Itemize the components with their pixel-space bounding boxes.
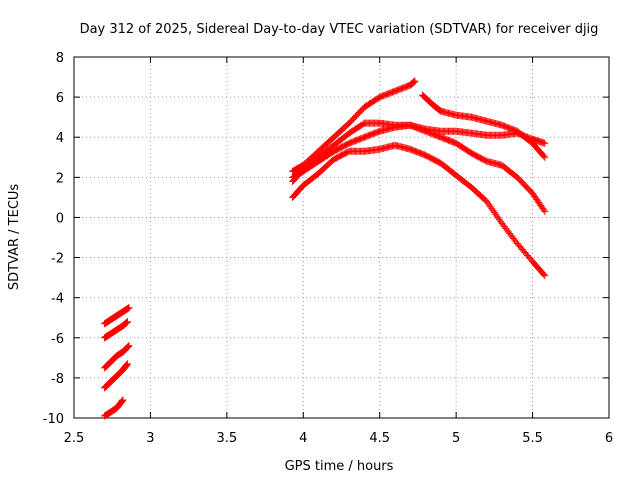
data-points — [101, 77, 549, 420]
x-tick-label: 3.5 — [217, 431, 238, 446]
x-tick-labels: 2.5 3 3.5 4 4.5 5 5.5 6 — [64, 431, 613, 446]
data-point — [125, 342, 133, 350]
x-tick-label: 3 — [146, 431, 154, 446]
x-tick-label: 6 — [605, 431, 613, 446]
data-point — [119, 396, 127, 404]
x-tick-label: 2.5 — [64, 431, 85, 446]
data-point — [124, 318, 131, 326]
series-arc-low — [289, 141, 549, 280]
y-tick-label: -10 — [43, 412, 64, 427]
y-axis-label: SDTVAR / TECUs — [7, 184, 22, 291]
x-tick-label: 4 — [299, 431, 307, 446]
data-point — [541, 207, 549, 215]
data-point — [124, 343, 132, 351]
data-point — [540, 206, 548, 214]
y-tick-label: -4 — [51, 292, 64, 307]
data-point — [125, 342, 133, 350]
data-point — [540, 270, 548, 278]
data-point — [411, 77, 419, 85]
series-early-1 — [101, 304, 133, 328]
data-point — [125, 304, 133, 312]
x-tick-label: 4.5 — [369, 431, 390, 446]
chart-title: Day 312 of 2025, Sidereal Day-to-day VTE… — [80, 22, 599, 37]
y-tick-labels: -10 -8 -6 -4 -2 0 2 4 6 8 — [43, 51, 64, 427]
series-early-2 — [101, 318, 131, 342]
data-point — [541, 153, 549, 161]
y-tick-label: 2 — [56, 171, 64, 186]
y-tick-label: 0 — [56, 211, 64, 226]
data-point — [124, 343, 131, 351]
y-tick-label: 4 — [56, 131, 64, 146]
series-early-4 — [101, 360, 131, 392]
plot-frame — [73, 56, 610, 419]
y-tick-label: -8 — [51, 372, 64, 387]
series-early-3 — [101, 342, 133, 372]
series-early-5 — [101, 396, 127, 420]
series-arc-top — [289, 77, 419, 175]
axis-ticks — [73, 56, 610, 419]
y-tick-label: -6 — [51, 332, 64, 347]
series-arc-mid — [289, 121, 549, 215]
x-tick-label: 5 — [452, 431, 460, 446]
series-late-top — [419, 91, 549, 161]
y-tick-label: 6 — [56, 91, 64, 106]
data-point — [118, 397, 126, 405]
x-axis-label: GPS time / hours — [285, 459, 394, 474]
data-point — [541, 139, 549, 147]
data-point — [118, 397, 126, 405]
x-tick-label: 5.5 — [522, 431, 543, 446]
data-point — [124, 360, 131, 368]
data-point — [541, 272, 549, 280]
y-tick-label: -2 — [51, 252, 64, 267]
data-point — [540, 152, 548, 160]
y-tick-label: 8 — [56, 51, 64, 66]
grid — [74, 57, 609, 418]
